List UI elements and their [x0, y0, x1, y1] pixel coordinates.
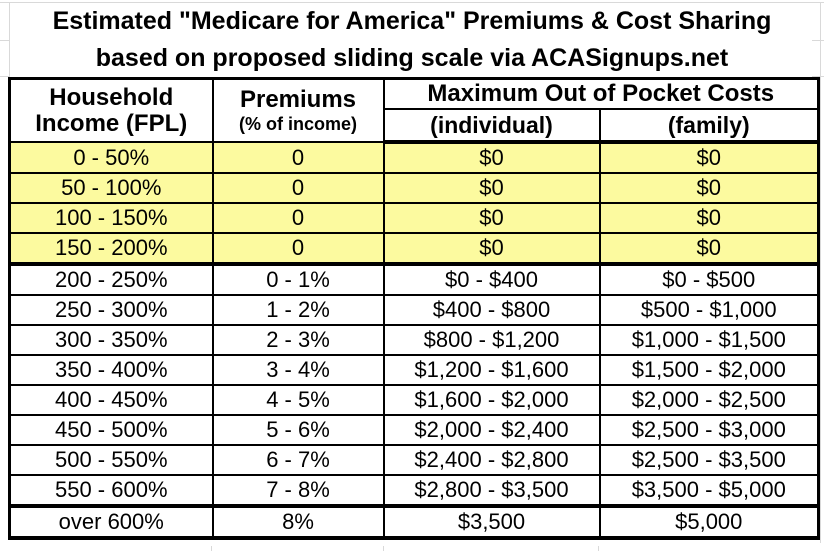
premiums-cost-sharing-table: Household Income (FPL) Premiums (% of in… [8, 77, 821, 540]
sheet-gridline [383, 546, 384, 551]
cell-premiums: 1 - 2% [211, 294, 385, 326]
cell-moop_family: $500 - $1,000 [598, 294, 820, 326]
table-row: 300 - 350% 2 - 3% $800 - $1,200 $1,000 - $1… [8, 324, 820, 356]
col-header-moop-group: Maximum Out of Pocket Costs [382, 77, 820, 110]
table-row: 400 - 450% 4 - 5% $1,600 - $2,000 $2,000 - … [8, 384, 820, 416]
cell-premiums: 0 [211, 141, 385, 174]
cell-income: 300 - 350% [8, 324, 214, 356]
cell-moop_family: $2,500 - $3,000 [598, 414, 820, 446]
cell-moop_individual: $2,400 - $2,800 [382, 444, 601, 476]
sheet-gridline [0, 76, 9, 77]
table-header: Household Income (FPL) Premiums (% of in… [8, 77, 820, 144]
cell-moop_family: $2,000 - $2,500 [598, 384, 820, 416]
sheet-gridline [9, 2, 10, 77]
cell-income: over 600% [8, 504, 214, 539]
cell-premiums: 4 - 5% [211, 384, 385, 416]
table-row: 350 - 400% 3 - 4% $1,200 - $1,600 $1,500 - … [8, 354, 820, 386]
cell-premiums: 0 [211, 202, 385, 234]
cell-moop_family: $1,500 - $2,000 [598, 354, 820, 386]
cell-moop_individual: $2,800 - $3,500 [382, 474, 601, 507]
cell-income: 100 - 150% [8, 202, 214, 234]
cell-income: 400 - 450% [8, 384, 214, 416]
table-row: 500 - 550% 6 - 7% $2,400 - $2,800 $2,500 - … [8, 444, 820, 476]
cell-premiums: 3 - 4% [211, 354, 385, 386]
cell-moop_individual: $0 [382, 202, 601, 234]
table-row: 550 - 600% 7 - 8% $2,800 - $3,500 $3,500 - … [8, 474, 820, 507]
cell-premiums: 7 - 8% [211, 474, 385, 507]
household-income-line1: Household [49, 83, 174, 111]
table-row: 50 - 100% 0 $0 $0 [8, 172, 820, 204]
sheet-gridline [812, 40, 824, 41]
cell-moop_individual: $3,500 [382, 504, 601, 539]
cell-moop_family: $5,000 [598, 504, 820, 539]
col-header-household-income: Household Income (FPL) [8, 77, 214, 143]
premiums-line1: Premiums [239, 85, 357, 113]
table-row: over 600% 8% $3,500 $5,000 [8, 504, 820, 539]
cell-premiums: 0 [211, 232, 385, 265]
col-header-premiums: Premiums (% of income) [211, 77, 385, 143]
table-body: 0 - 50% 0 $0 $0 50 - 100% 0 $0 $0 100 - 150% 0 $0 $… [8, 141, 820, 539]
table-row: 450 - 500% 5 - 6% $2,000 - $2,400 $2,500 - … [8, 414, 820, 446]
cell-premiums: 5 - 6% [211, 414, 385, 446]
household-income-line2: Income (FPL) [35, 109, 188, 137]
cell-premiums: 0 - 1% [211, 262, 385, 296]
cell-moop_family: $0 [598, 172, 820, 204]
table-subtitle: based on proposed sliding scale via ACAS… [95, 44, 729, 72]
cell-moop_family: $0 [598, 202, 820, 234]
cell-income: 0 - 50% [8, 141, 214, 174]
col-header-individual: (individual) [382, 108, 601, 144]
cell-moop_individual: $0 [382, 232, 601, 265]
cell-moop_individual: $800 - $1,200 [382, 324, 601, 356]
sheet-gridline [0, 2, 824, 3]
cell-moop_family: $0 [598, 232, 820, 265]
cell-moop_family: $3,500 - $5,000 [598, 474, 820, 507]
table-row: 150 - 200% 0 $0 $0 [8, 232, 820, 265]
cell-moop_family: $0 [598, 141, 820, 174]
cell-income: 150 - 200% [8, 232, 214, 265]
cell-moop_individual: $1,600 - $2,000 [382, 384, 601, 416]
cell-income: 500 - 550% [8, 444, 214, 476]
cell-premiums: 6 - 7% [211, 444, 385, 476]
cell-income: 350 - 400% [8, 354, 214, 386]
cell-moop_family: $1,000 - $1,500 [598, 324, 820, 356]
table-row: 200 - 250% 0 - 1% $0 - $400 $0 - $500 [8, 262, 820, 296]
sheet-gridline [812, 76, 824, 77]
cell-moop_family: $0 - $500 [598, 262, 820, 296]
cell-income: 450 - 500% [8, 414, 214, 446]
cell-premiums: 8% [211, 504, 385, 539]
sheet-gridline [598, 546, 599, 551]
cell-income: 50 - 100% [8, 172, 214, 204]
cell-moop_family: $2,500 - $3,500 [598, 444, 820, 476]
col-header-family: (family) [598, 108, 820, 144]
cell-moop_individual: $2,000 - $2,400 [382, 414, 601, 446]
table-title: Estimated "Medicare for America" Premium… [52, 7, 772, 35]
cell-moop_individual: $0 [382, 141, 601, 174]
table-row: 0 - 50% 0 $0 $0 [8, 141, 820, 174]
header-row-main: Household Income (FPL) Premiums (% of in… [8, 77, 820, 143]
premiums-line2: (% of income) [238, 113, 357, 134]
cell-premiums: 2 - 3% [211, 324, 385, 356]
cell-premiums: 0 [211, 172, 385, 204]
cell-moop_individual: $0 - $400 [382, 262, 601, 296]
table-row: 100 - 150% 0 $0 $0 [8, 202, 820, 234]
cell-moop_individual: $0 [382, 172, 601, 204]
cell-income: 250 - 300% [8, 294, 214, 326]
cell-income: 550 - 600% [8, 474, 214, 507]
cell-moop_individual: $400 - $800 [382, 294, 601, 326]
cell-moop_individual: $1,200 - $1,600 [382, 354, 601, 386]
sheet-gridline [820, 2, 821, 543]
sheet-gridline [0, 40, 9, 41]
sheet-gridline [211, 546, 212, 551]
cell-income: 200 - 250% [8, 262, 214, 296]
table-row: 250 - 300% 1 - 2% $400 - $800 $500 - $1,000 [8, 294, 820, 326]
header-row-sub: (individual) (family) [10, 108, 820, 144]
